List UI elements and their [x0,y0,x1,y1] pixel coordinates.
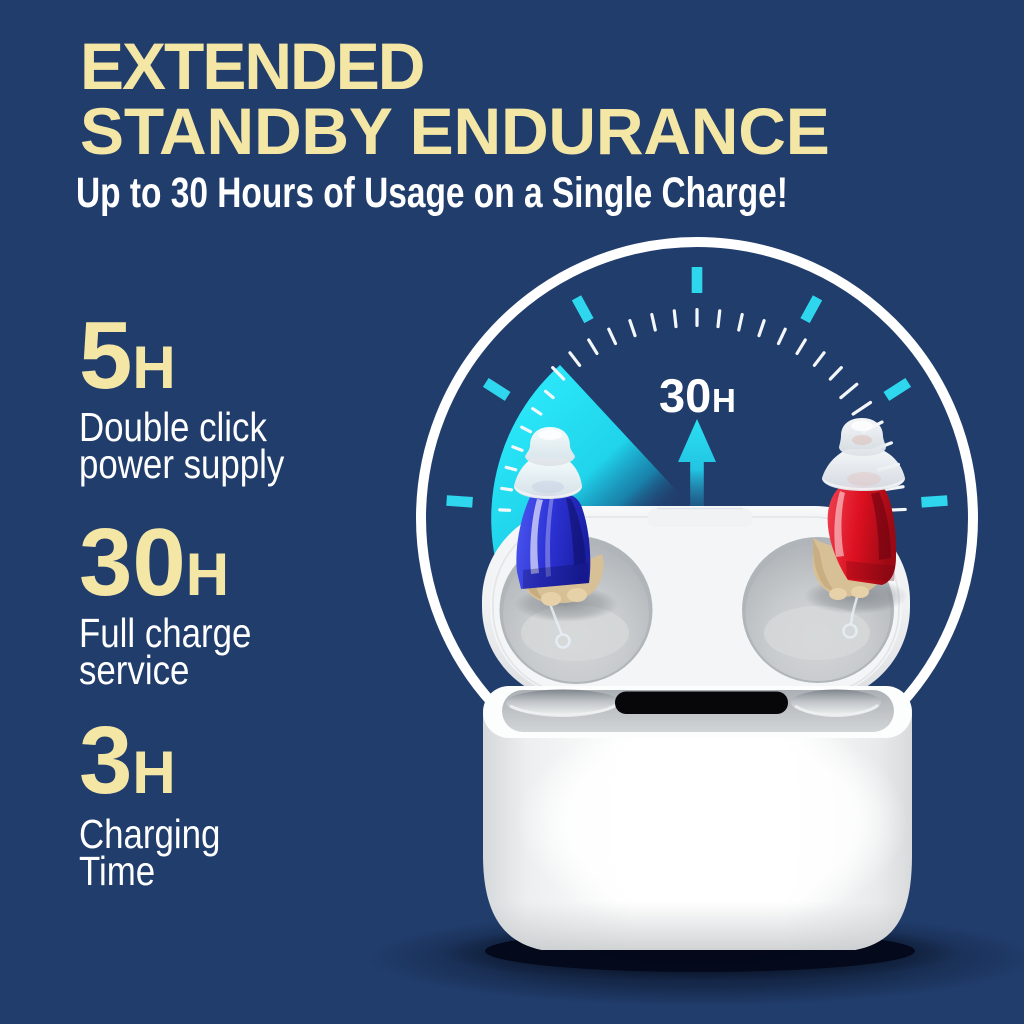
svg-text:H: H [712,382,736,419]
svg-text:30: 30 [659,369,711,422]
